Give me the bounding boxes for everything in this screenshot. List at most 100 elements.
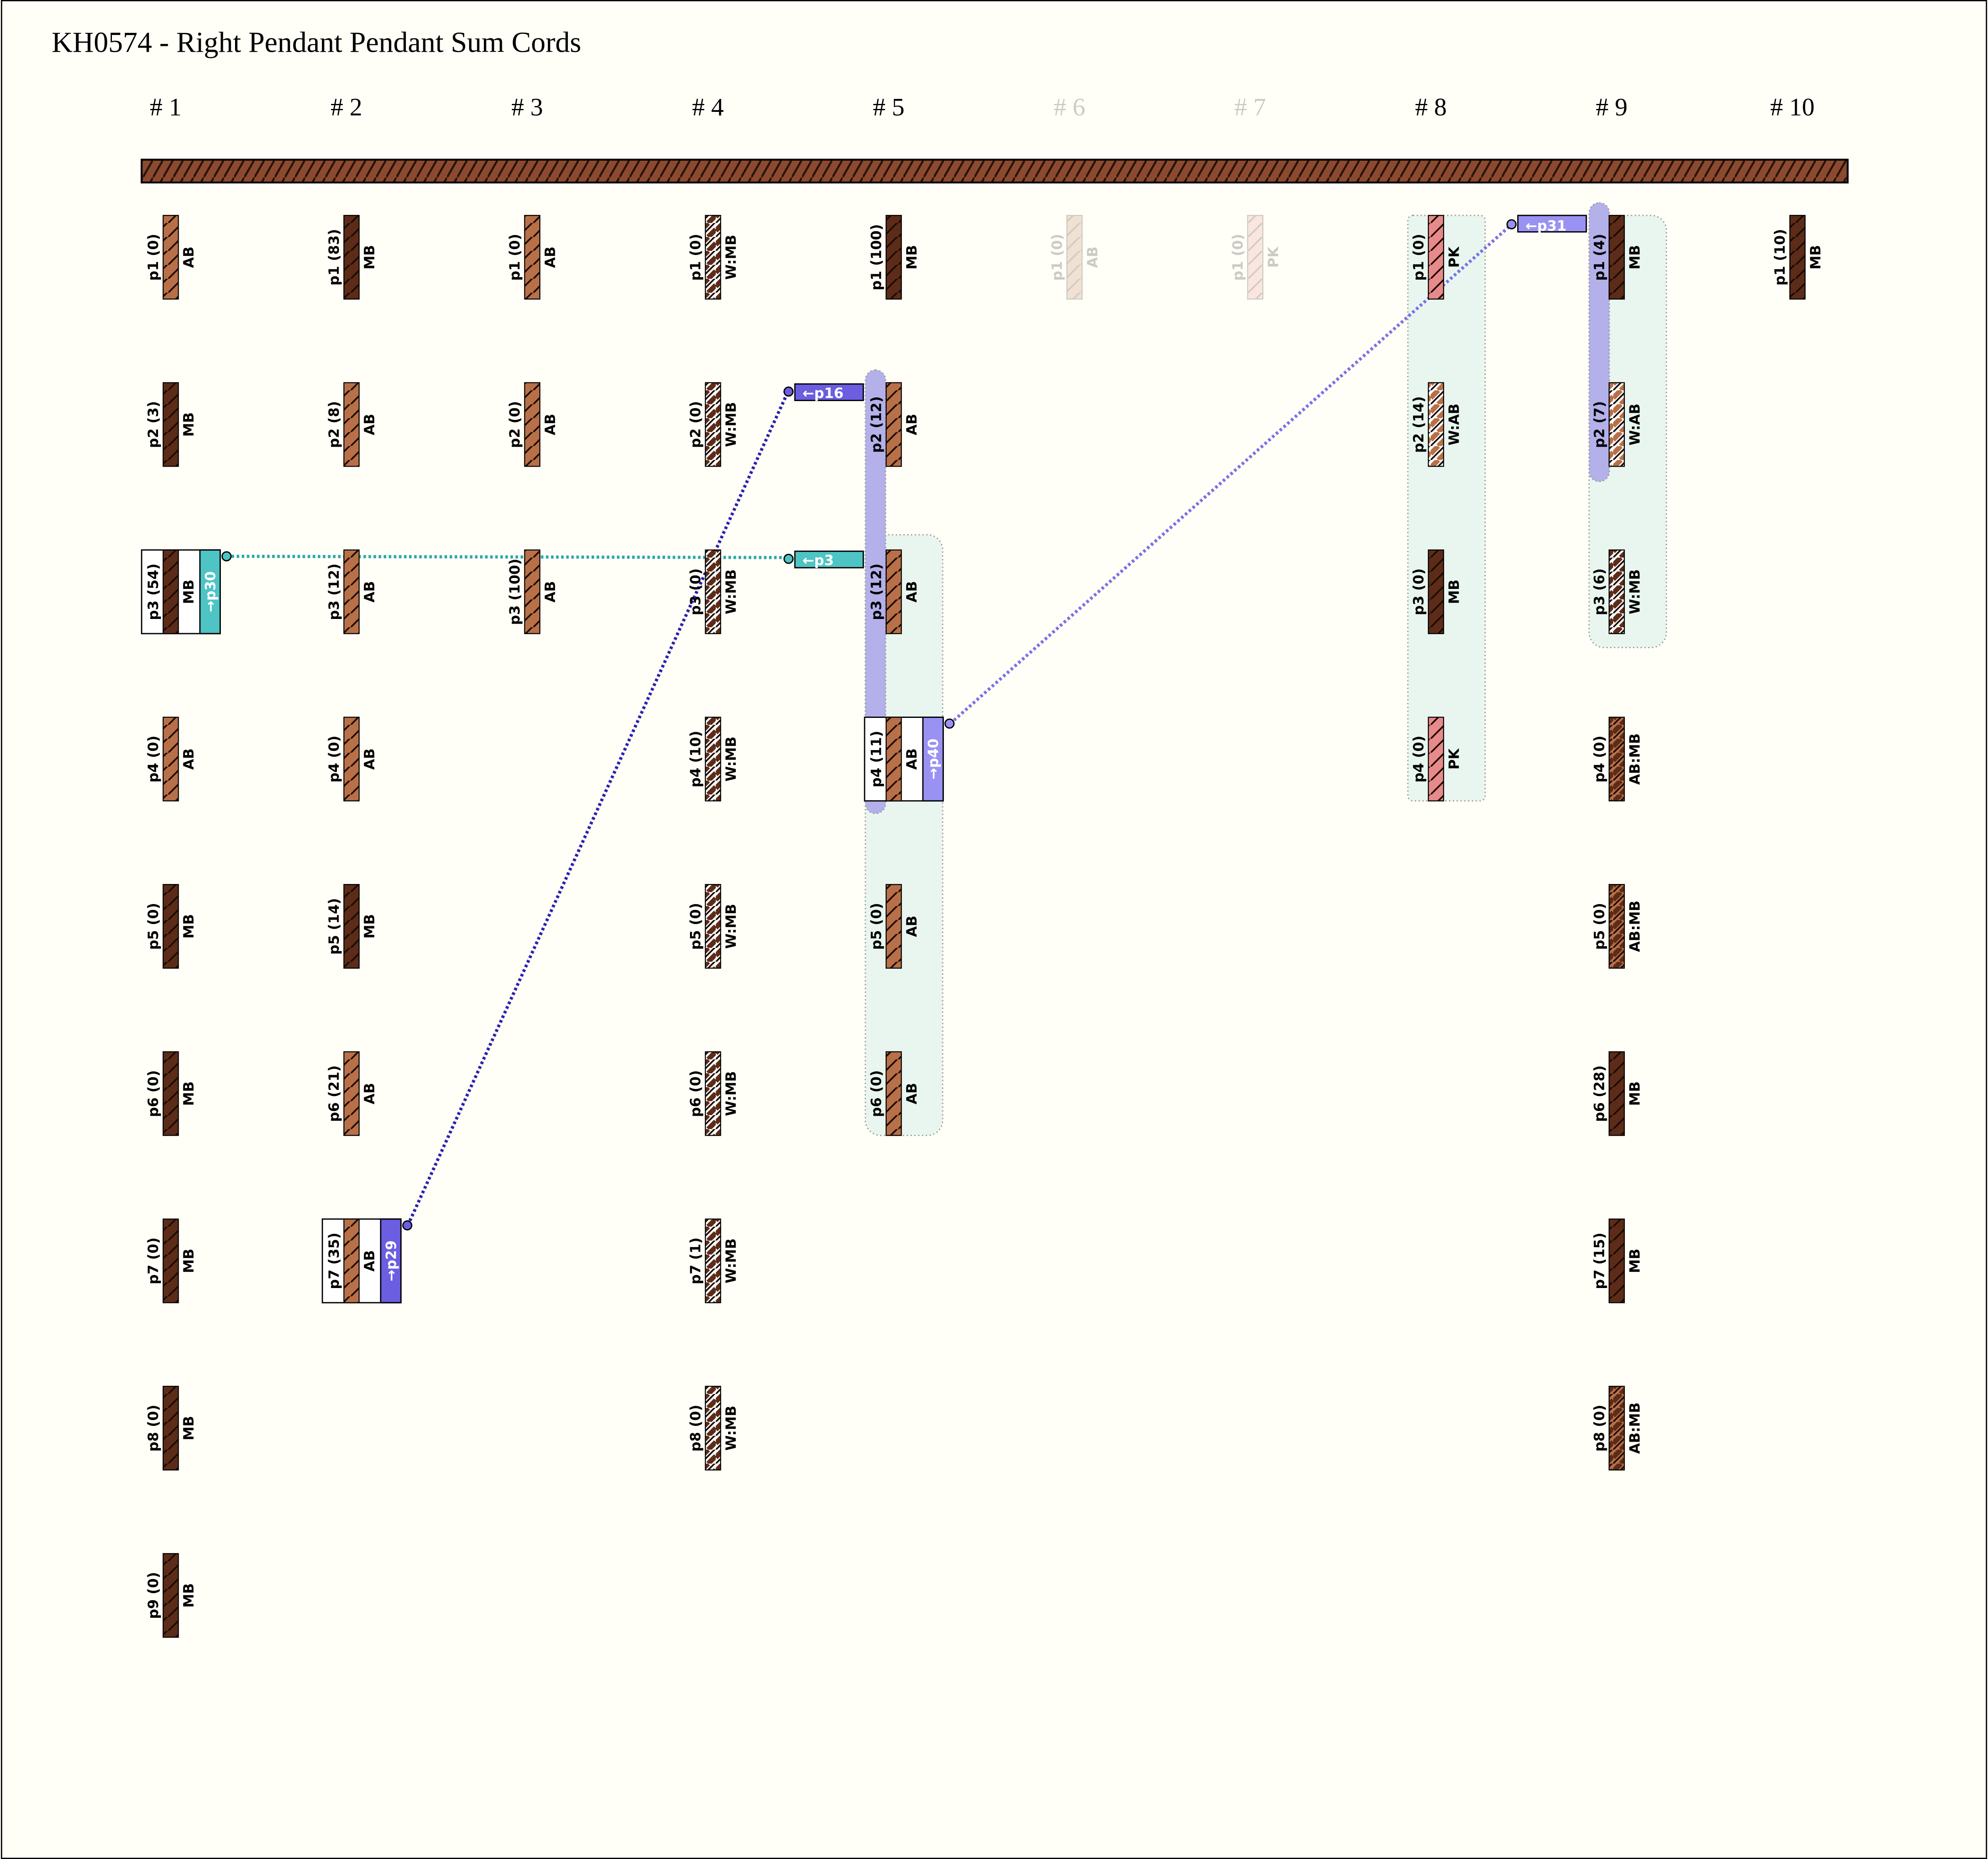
pendant-cord (1609, 1218, 1625, 1303)
cord-color: W:MB (723, 737, 739, 782)
highlights (865, 202, 1667, 1136)
group-label: # 9 (1596, 93, 1628, 121)
cord-color: AB:MB (1626, 1402, 1643, 1454)
sum-range (1588, 202, 1610, 482)
pendant-cord (162, 1386, 179, 1471)
cord-group: # 8 p1 (0) PK p2 (14) W:AB p3 (0) MB p4 (0) PK (1410, 93, 1462, 802)
pendant-cord (1789, 215, 1806, 300)
cord-label: p5 (0) (868, 903, 884, 950)
cord-color: AB (903, 1083, 920, 1104)
cord-label: p3 (0) (688, 568, 704, 615)
incoming-tag-label: ←p3 (802, 552, 834, 568)
sum-tag-label: →p30 (202, 571, 218, 612)
group-label: # 1 (150, 93, 182, 121)
cord-group: # 4 p1 (0) W:MB p2 (0) W:MB p3 (0) W:MB p4 (10)… (688, 93, 739, 1471)
pendant-cord (705, 1386, 721, 1471)
cord-label: p1 (83) (326, 229, 342, 285)
cord-label: p5 (14) (326, 898, 342, 955)
cord-color: MB (1626, 245, 1643, 270)
cord-group: # 2 p1 (83) MB p2 (8) AB p3 (12) AB p4 (0) AB p5 … (321, 93, 412, 1303)
cord-label: p2 (0) (507, 401, 523, 448)
pendant-cord (162, 717, 179, 802)
pendant-cord (705, 215, 721, 300)
pendant-cord (1609, 884, 1625, 969)
cord-color: W:MB (723, 1071, 739, 1116)
cord-color: MB (1446, 580, 1462, 604)
cord-label: p5 (0) (1591, 903, 1607, 950)
cord-label: p3 (54) (145, 563, 162, 620)
pendant-cord (885, 717, 902, 802)
cord-color: W:MB (1626, 569, 1643, 614)
cord-color: W:AB (1446, 404, 1462, 445)
group-label: # 3 (511, 93, 543, 121)
cord-label: p3 (6) (1591, 568, 1607, 615)
pendant-cord (885, 382, 902, 467)
pendant-cord (343, 1218, 360, 1303)
pendant-cord (1609, 1386, 1625, 1471)
cord-color: MB (362, 914, 378, 939)
cord-color: MB (362, 245, 378, 270)
cord-label: p1 (0) (1049, 234, 1065, 280)
cord-color: W:MB (723, 402, 739, 447)
cord-label: p6 (0) (688, 1070, 704, 1117)
cord-label: p2 (14) (1410, 396, 1427, 453)
link-dot (944, 718, 955, 729)
cord-label: p2 (3) (145, 401, 162, 448)
cord-label: p1 (0) (1229, 234, 1246, 280)
cord-label: p7 (15) (1591, 1233, 1607, 1289)
cord-color: MB (181, 914, 197, 939)
cord-label: p4 (10) (688, 731, 704, 788)
pendant-cord (885, 215, 902, 300)
pendant-cord (343, 1051, 360, 1136)
cord-color: AB (542, 581, 559, 602)
cord-label: p3 (0) (1410, 568, 1427, 615)
cord-color: AB (181, 748, 197, 770)
cord-color: PK (1265, 246, 1281, 268)
cord-label: p1 (0) (507, 234, 523, 280)
links (226, 223, 1513, 1226)
cord-label: p7 (1) (688, 1238, 704, 1284)
group-label: # 6 (1054, 93, 1085, 121)
cord-group: # 1 p1 (0) AB p2 (3) MB →p30 p3 (54) MB p4 (0) AB… (141, 93, 232, 1638)
cord-label: p4 (0) (1591, 735, 1607, 782)
pendant-cord (1428, 215, 1444, 300)
cord-color: MB (181, 1249, 197, 1273)
cord-color: W:MB (723, 904, 739, 949)
cord-color: AB (181, 247, 197, 268)
cord-color: MB (1626, 1081, 1643, 1106)
cord-label: p4 (0) (1410, 735, 1427, 782)
cord-color: PK (1446, 748, 1462, 769)
pendant-cord (1609, 382, 1625, 467)
primary-cord (140, 159, 1849, 184)
title: KH0574 - Right Pendant Pendant Sum Cords (52, 26, 582, 58)
sum-tag-label: →p29 (383, 1240, 399, 1281)
cord-label: p4 (0) (145, 735, 162, 782)
pendant-cord (1609, 1051, 1625, 1136)
sum-link (406, 391, 790, 1226)
pendant-cord (885, 1051, 902, 1136)
cord-color: MB (1807, 245, 1824, 270)
cord-color: AB (362, 748, 378, 770)
sum-tag (199, 549, 221, 634)
cord-label: p2 (7) (1591, 401, 1607, 448)
cord-color: MB (181, 580, 197, 604)
cord-label: p1 (0) (688, 234, 704, 280)
cord-group: # 6 p1 (0) AB (1049, 93, 1100, 300)
pendant-cord (1609, 717, 1625, 802)
pendant-cord (524, 382, 541, 467)
cord-label: p6 (28) (1591, 1065, 1607, 1122)
cord-label: p2 (8) (326, 401, 342, 448)
cord-label: p1 (100) (868, 224, 884, 290)
cord-color: MB (1626, 1249, 1643, 1273)
link-dot (783, 553, 794, 564)
cord-group: # 9 ←p31 p1 (4) MB p2 (7) W:AB p3 (6) W:MB p4 (0… (1506, 93, 1643, 1471)
pendant-cord (343, 717, 360, 802)
pendant-cord (162, 1553, 179, 1638)
cord-color: AB (362, 414, 378, 435)
cord-label: p4 (11) (868, 731, 884, 788)
cord-color: W:MB (723, 569, 739, 614)
cord-label: p3 (100) (507, 558, 523, 625)
link-dot (1506, 219, 1517, 230)
